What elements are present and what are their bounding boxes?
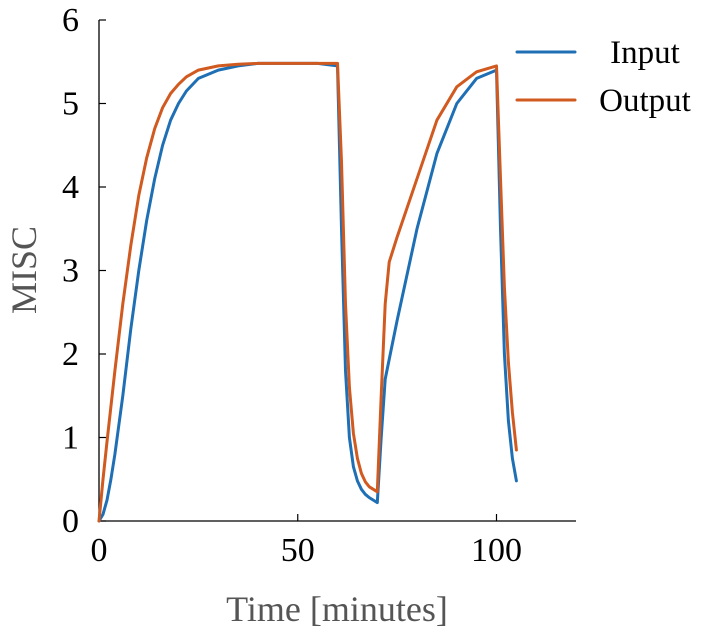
y-tick-label: 5 bbox=[62, 86, 79, 123]
x-axis-title: Time [minutes] bbox=[226, 589, 448, 629]
series-layer bbox=[97, 61, 518, 523]
ticks: 0 1 2 3 4 5 6 0 50 100 bbox=[62, 2, 522, 569]
y-tick-label: 6 bbox=[62, 2, 79, 39]
y-tick-label: 4 bbox=[62, 169, 79, 206]
series-line-output bbox=[97, 61, 518, 523]
legend-label-output: Output bbox=[599, 83, 691, 119]
x-tick-label: 100 bbox=[471, 532, 522, 569]
legend: Input Output bbox=[515, 35, 691, 119]
y-tick-label: 3 bbox=[62, 253, 79, 290]
x-tick-label: 0 bbox=[91, 532, 108, 569]
y-tick-label: 1 bbox=[62, 420, 79, 457]
x-tick-label: 50 bbox=[281, 532, 315, 569]
y-axis-title: MISC bbox=[4, 226, 44, 314]
y-tick-label: 0 bbox=[62, 503, 79, 540]
series-line-input bbox=[97, 61, 518, 523]
y-tick-label: 2 bbox=[62, 336, 79, 373]
legend-label-input: Input bbox=[610, 35, 680, 71]
